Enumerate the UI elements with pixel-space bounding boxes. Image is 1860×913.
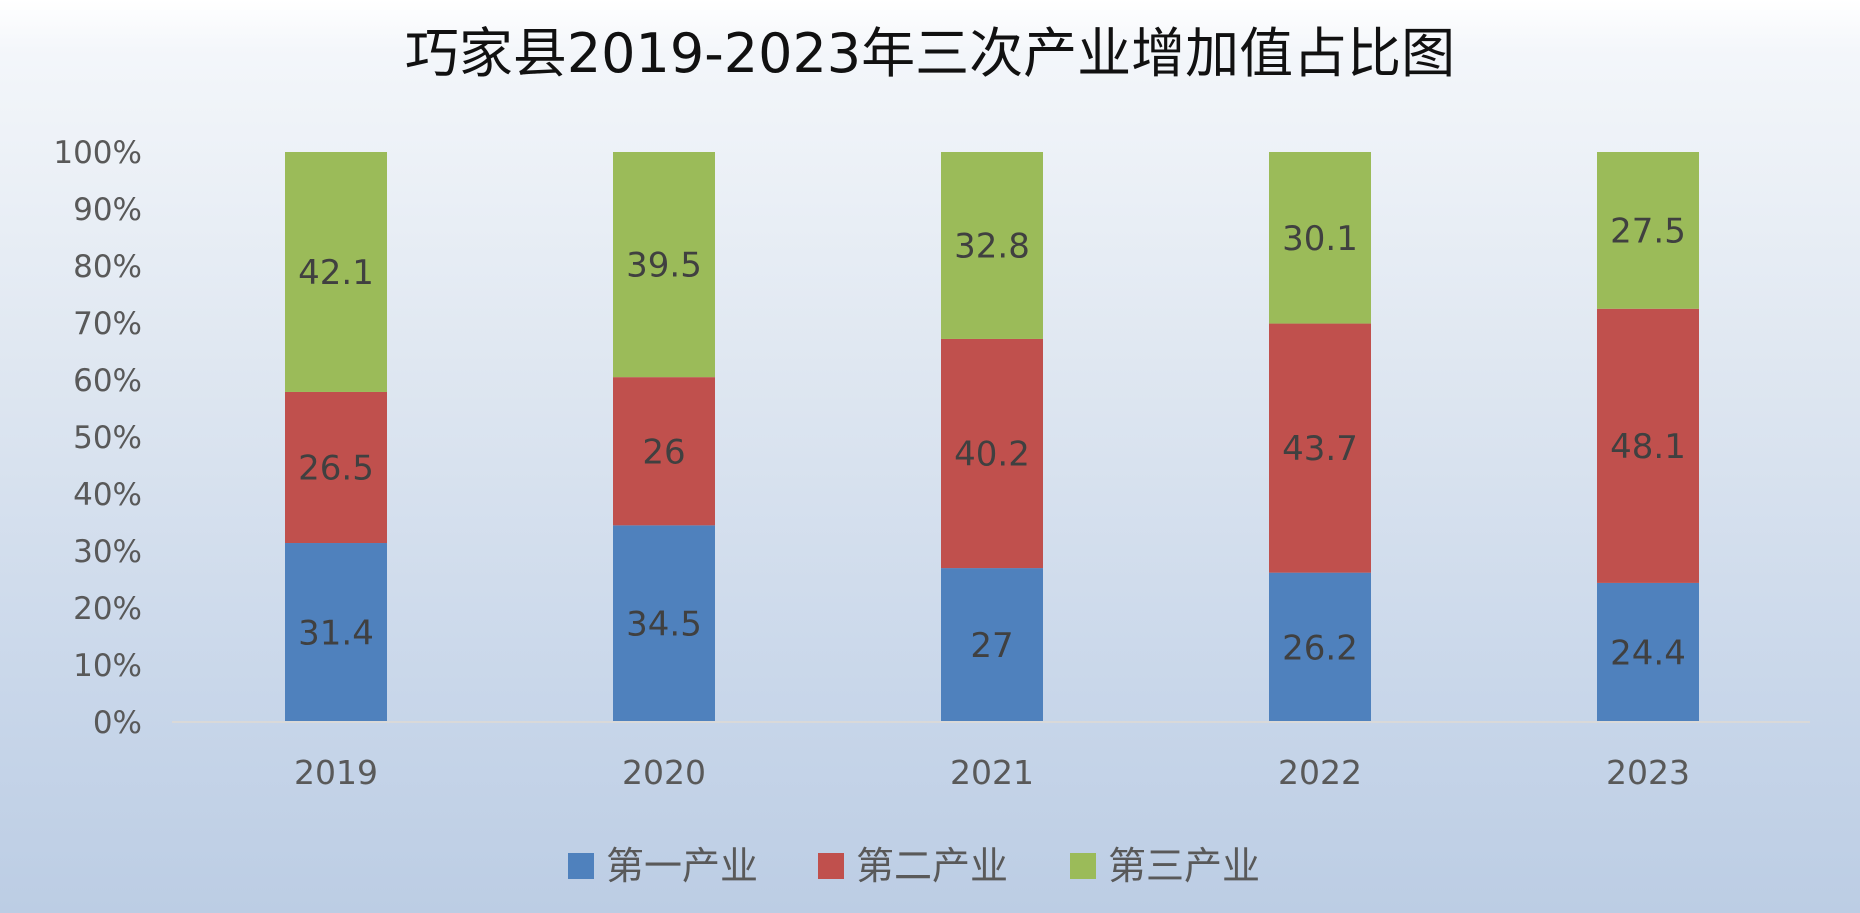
bar-segment — [941, 568, 1043, 722]
bar-segment — [941, 152, 1043, 339]
legend-swatch — [568, 853, 594, 879]
y-tick-label: 40% — [73, 477, 142, 513]
data-label: 48.1 — [1610, 427, 1686, 467]
y-tick-label: 90% — [73, 192, 142, 228]
data-label: 31.4 — [298, 614, 374, 654]
legend-label: 第二产业 — [856, 844, 1008, 888]
data-label: 26.2 — [1282, 628, 1358, 668]
x-tick-label: 2022 — [1278, 753, 1362, 792]
y-tick-label: 50% — [73, 420, 142, 456]
chart-title: 巧家县2019-2023年三次产业增加值占比图 — [405, 22, 1455, 85]
data-label: 24.4 — [1610, 633, 1686, 673]
y-tick-label: 10% — [73, 648, 142, 684]
bar-segment — [941, 338, 1043, 569]
bar-segment — [1269, 572, 1371, 722]
bar-segment — [613, 377, 715, 526]
x-tick-label: 2019 — [294, 753, 378, 792]
data-label: 27.5 — [1610, 211, 1686, 251]
y-axis-ticks: 0% 10% 20% 30% 40% 50% 60% 70% 80% 90% 100% — [53, 135, 142, 741]
data-label: 40.2 — [954, 435, 1030, 475]
data-label: 26 — [642, 432, 685, 472]
data-label: 32.8 — [954, 226, 1030, 266]
data-label: 27 — [970, 626, 1013, 666]
legend-swatch — [1070, 853, 1096, 879]
y-tick-label: 60% — [73, 363, 142, 399]
bar-segment — [613, 525, 715, 722]
bar-segment — [1597, 308, 1699, 583]
data-label: 34.5 — [626, 605, 702, 645]
bar-segment — [1269, 152, 1371, 324]
y-tick-label: 80% — [73, 249, 142, 285]
data-label: 42.1 — [298, 253, 374, 293]
bar-segment — [285, 543, 387, 722]
legend-swatch — [818, 853, 844, 879]
data-label: 43.7 — [1282, 429, 1358, 469]
y-tick-label: 20% — [73, 591, 142, 627]
data-label: 30.1 — [1282, 219, 1358, 259]
bars-group: 31.4 26.5 42.1 34.5 26 39.5 27 40.2 32.8 26.2 43.7… — [285, 152, 1699, 722]
bar-segment — [1597, 582, 1699, 722]
legend-label: 第三产业 — [1108, 844, 1260, 888]
bar-segment — [1269, 323, 1371, 573]
data-label: 39.5 — [626, 246, 702, 286]
bar-segment — [285, 391, 387, 544]
bar-segment — [613, 152, 715, 378]
legend: 第一产业 第二产业 第三产业 — [568, 844, 1260, 888]
x-tick-label: 2020 — [622, 753, 706, 792]
bar-segment — [1597, 152, 1699, 309]
y-tick-label: 30% — [73, 534, 142, 570]
legend-label: 第一产业 — [606, 844, 758, 888]
y-tick-label: 100% — [53, 135, 142, 171]
data-label: 26.5 — [298, 448, 374, 488]
x-tick-label: 2021 — [950, 753, 1034, 792]
bar-segment — [285, 152, 387, 392]
x-tick-label: 2023 — [1606, 753, 1690, 792]
x-axis-ticks: 2019 2020 2021 2022 2023 — [294, 753, 1690, 792]
y-tick-label: 0% — [93, 705, 142, 741]
y-tick-label: 70% — [73, 306, 142, 342]
